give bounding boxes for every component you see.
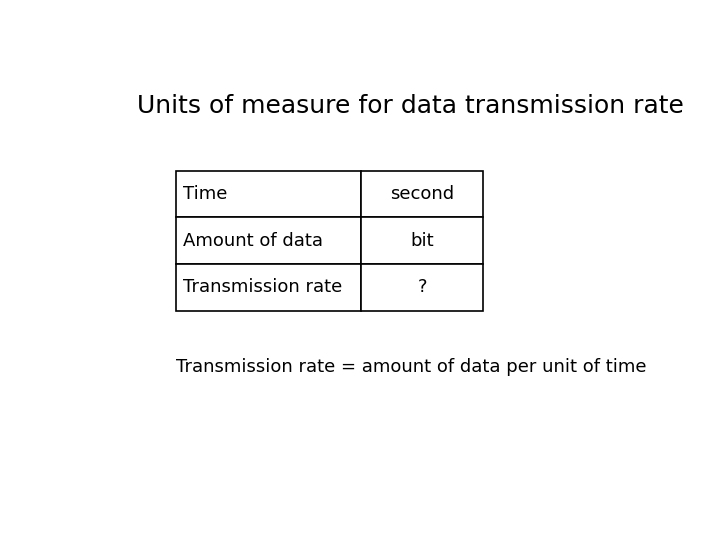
Text: Transmission rate: Transmission rate [183, 278, 343, 296]
Text: second: second [390, 185, 454, 203]
Text: bit: bit [410, 232, 434, 249]
Text: ?: ? [418, 278, 427, 296]
Bar [361, 264, 483, 310]
Text: Transmission rate = amount of data per unit of time: Transmission rate = amount of data per u… [176, 358, 647, 376]
Bar [361, 171, 483, 218]
Text: Amount of data: Amount of data [183, 232, 323, 249]
Text: Time: Time [183, 185, 228, 203]
Text: Units of measure for data transmission rate: Units of measure for data transmission r… [138, 94, 684, 118]
Bar [176, 171, 361, 218]
Bar [176, 264, 361, 310]
Bar [361, 218, 483, 264]
Bar [176, 218, 361, 264]
